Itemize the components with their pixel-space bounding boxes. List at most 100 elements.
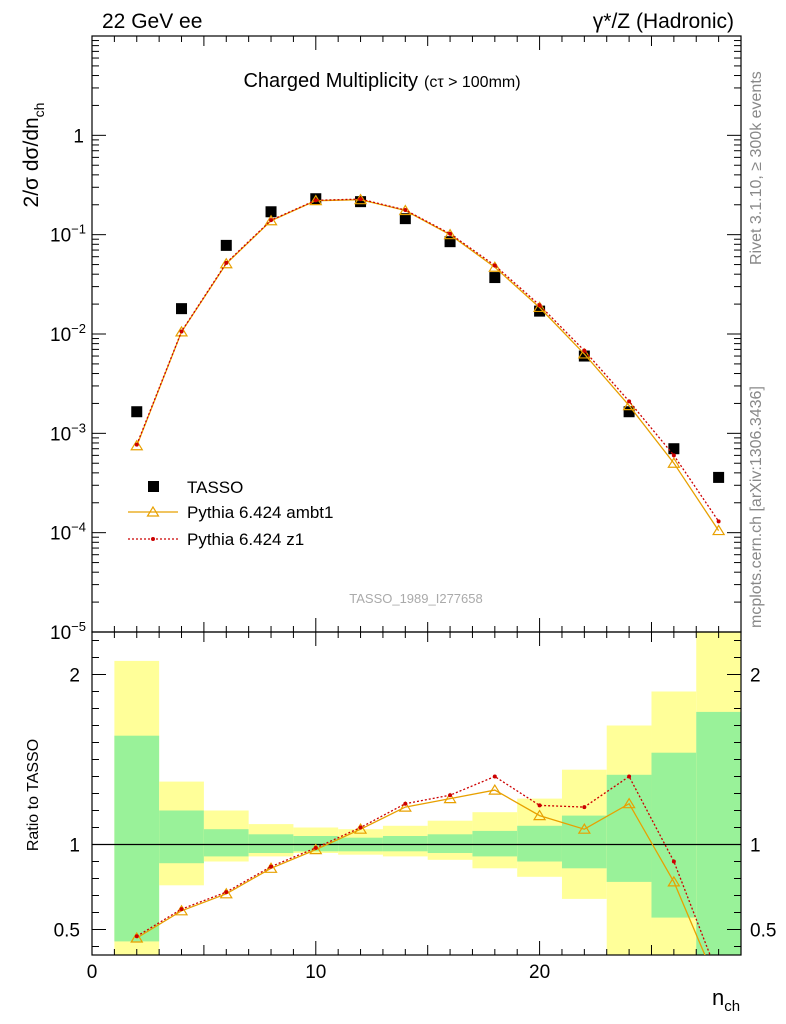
header-left: 22 GeV ee <box>102 10 202 33</box>
y-tick-label: 10−5 <box>50 619 86 644</box>
main-point-z1 <box>224 260 229 265</box>
main-point-ambt1 <box>174 325 189 337</box>
main-point-ambt1 <box>398 204 412 216</box>
ratio-y-tick-label-left: 1 <box>69 836 80 857</box>
main-point-data <box>713 471 725 483</box>
ratio-y-tick-label-left: 0.5 <box>54 921 80 942</box>
ratio-point-z1 <box>224 890 229 895</box>
main-point-z1 <box>358 197 363 202</box>
ratio-point-z1 <box>179 907 184 912</box>
main-ylabel: 2/σ dσ/dnch <box>20 103 47 208</box>
band-inner-3 <box>248 834 294 853</box>
ratio-ylabel: Ratio to TASSO <box>25 739 42 851</box>
ratio-point-ambt1 <box>577 823 591 834</box>
main-point-data <box>265 206 277 218</box>
main-point-ambt1 <box>622 399 636 411</box>
band-inner-1 <box>159 810 204 864</box>
ratio-y-tick-label-left: 2 <box>69 666 80 687</box>
band-inner-2 <box>203 829 249 857</box>
ratio-point-ambt1 <box>398 800 412 812</box>
main-panel: 1 10−1 10−2 10−3 10−4 10−5 <box>50 35 742 644</box>
ratio-point-z1 <box>627 774 632 779</box>
main-point-z1 <box>179 329 184 334</box>
ratio-point-ambt1 <box>533 809 547 821</box>
band-inner-11 <box>606 774 652 882</box>
main-point-z1 <box>313 198 318 203</box>
main-point-data <box>578 350 590 362</box>
main-point-ambt1 <box>667 457 681 468</box>
band-inner-13 <box>696 711 741 955</box>
ratio-point-ambt1 <box>353 823 368 834</box>
band-inner-0 <box>114 735 160 942</box>
main-point-z1 <box>134 442 139 447</box>
ratio-y-tick-label-right: 0.5 <box>750 921 776 942</box>
x-tick-label: 0 <box>87 962 98 983</box>
ratio-y-tick-label-right: 1 <box>750 836 761 857</box>
main-point-data <box>355 196 367 208</box>
band-inner-8 <box>472 830 518 857</box>
legend: TASSO Pythia 6.424 ambt1 Pythia 6.424 z1 <box>128 478 333 549</box>
main-point-z1 <box>269 218 274 223</box>
ratio-line-ambt1 <box>136 789 706 955</box>
legend-label-ambt1: Pythia 6.424 ambt1 <box>187 503 333 522</box>
ratio-point-z1 <box>358 825 363 830</box>
chart-title-suffix: (cτ > 100mm) <box>424 74 521 91</box>
ratio-point-z1 <box>448 793 453 798</box>
band-inner-12 <box>651 752 697 918</box>
main-ylabel-sub: ch <box>31 103 47 118</box>
ratio-point-ambt1 <box>488 783 502 795</box>
main-point-z1 <box>582 348 587 353</box>
main-point-z1 <box>537 303 542 308</box>
ratio-point-ambt1 <box>443 792 457 804</box>
ratio-point-ambt1 <box>622 797 636 809</box>
main-point-ambt1 <box>264 214 278 226</box>
main-point-data <box>176 303 188 315</box>
ratio-series <box>130 774 721 979</box>
main-point-data <box>220 239 232 251</box>
band-inner-6 <box>382 836 428 852</box>
ratio-line-z1 <box>136 775 711 955</box>
main-point-ambt1 <box>443 228 457 240</box>
main-point-ambt1 <box>712 524 726 536</box>
legend-label-z1: Pythia 6.424 z1 <box>187 530 304 549</box>
main-point-ambt1 <box>533 301 547 313</box>
legend-marker-ambt1 <box>146 505 160 517</box>
ratio-point-z1 <box>671 859 676 864</box>
main-point-ambt1 <box>130 439 144 451</box>
main-point-z1 <box>403 208 408 213</box>
main-point-data <box>131 406 143 418</box>
main-point-z1 <box>492 263 497 268</box>
chart-title: Charged Multiplicity <box>243 70 418 92</box>
ratio-point-z1 <box>269 864 274 869</box>
uncertainty-bands <box>114 632 741 955</box>
main-point-data <box>444 236 456 248</box>
ratio-point-z1 <box>313 845 318 850</box>
x-tick-label: 10 <box>305 962 326 983</box>
ratio-point-z1 <box>403 801 408 806</box>
ratio-point-z1 <box>537 803 542 808</box>
ratio-point-ambt1 <box>667 875 681 887</box>
band-inner-7 <box>427 834 473 853</box>
ratio-point-z1 <box>134 934 139 939</box>
ratio-point-z1 <box>717 975 721 979</box>
main-line-z1 <box>136 198 720 522</box>
main-point-data <box>623 406 635 418</box>
main-point-z1 <box>671 453 676 458</box>
watermark: TASSO_1989_I277658 <box>349 591 482 606</box>
band-inner-9 <box>517 825 562 862</box>
mcplots-label: mcplots.cern.ch [arXiv:1306.3436] <box>748 386 765 628</box>
y-tick-label: 1 <box>73 126 84 147</box>
main-point-z1 <box>716 519 721 524</box>
ratio-point-z1 <box>582 805 587 810</box>
main-point-data <box>668 443 680 455</box>
main-point-ambt1 <box>577 347 591 359</box>
y-tick-label: 10−4 <box>50 520 86 545</box>
main-point-z1 <box>627 399 632 404</box>
y-tick-label: 10−2 <box>50 321 86 346</box>
rivet-label: Rivet 3.1.10, ≥ 300k events <box>748 71 765 265</box>
header-right: γ*/Z (Hadronic) <box>593 10 734 33</box>
ratio-panel: 0 10 20 0.5 0.5 1 1 2 2 <box>54 631 776 983</box>
main-point-z1 <box>448 231 453 236</box>
ratio-y-tick-label-right: 2 <box>750 666 761 687</box>
